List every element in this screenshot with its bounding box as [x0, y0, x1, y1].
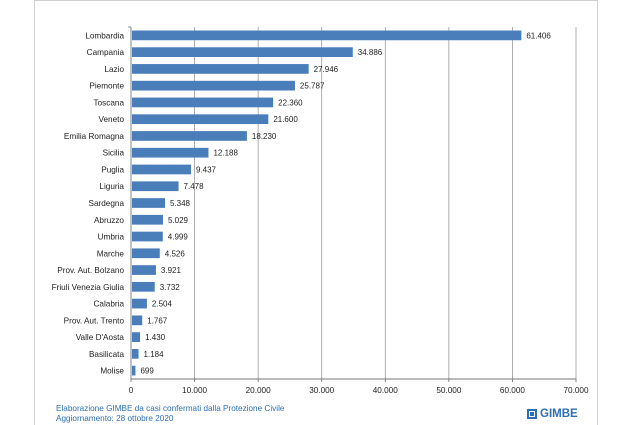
value-label: 9.437: [196, 165, 217, 174]
brand-logo: GIMBE: [527, 408, 578, 420]
value-label: 22.360: [278, 98, 303, 107]
category-label: Prov. Aut. Trento: [64, 316, 125, 325]
bar: [132, 315, 143, 326]
value-label: 699: [140, 367, 154, 376]
bar: [132, 231, 163, 242]
x-tick-label: 40.000: [373, 386, 398, 395]
bar: [132, 114, 269, 125]
brand-name: GIMBE: [540, 408, 578, 420]
chart-frame: [34, 0, 598, 425]
x-tick-label: 0: [129, 386, 134, 395]
bar: [132, 181, 179, 192]
bar: [132, 131, 247, 141]
value-label: 1.767: [147, 316, 168, 325]
x-tick-label: 20.000: [246, 386, 271, 395]
category-label: Puglia: [101, 165, 124, 174]
category-label: Molise: [100, 367, 124, 376]
category-label: Lombardia: [85, 31, 124, 40]
category-label: Lazio: [104, 65, 124, 74]
value-label: 7.478: [184, 182, 205, 191]
bar: [132, 214, 163, 225]
bar: [132, 47, 353, 58]
value-label: 1.430: [145, 333, 166, 342]
bar: [132, 30, 522, 41]
category-label: Marche: [97, 249, 125, 258]
category-label: Campania: [87, 48, 125, 57]
bar: [132, 365, 136, 376]
bar: [132, 348, 139, 359]
bar: [132, 248, 160, 259]
x-tick-label: 10.000: [182, 386, 207, 395]
category-label: Liguria: [99, 182, 124, 191]
category-label: Abruzzo: [94, 216, 124, 225]
category-label: Umbria: [98, 233, 125, 242]
category-label: Sicilia: [103, 149, 125, 158]
bar: [132, 147, 209, 158]
bar: [132, 97, 274, 108]
value-label: 5.348: [170, 199, 191, 208]
category-label: Basilicata: [89, 350, 124, 359]
category-label: Toscana: [94, 98, 125, 107]
value-label: 1.184: [144, 350, 165, 359]
value-label: 5.029: [168, 216, 189, 225]
value-label: 34.886: [358, 48, 383, 57]
x-tick-label: 50.000: [436, 386, 461, 395]
category-label: Friuli Venezia Giulia: [52, 283, 125, 292]
bar: [132, 298, 147, 309]
source-note: Elaborazione GIMBE da casi confermati da…: [56, 404, 285, 413]
update-note: Aggiornamento: 28 ottobre 2020: [56, 414, 174, 423]
category-label: Emilia Romagna: [64, 132, 125, 141]
category-label: Piemonte: [89, 82, 124, 91]
value-label: 12.188: [213, 149, 238, 158]
bar: [132, 281, 155, 292]
category-label: Valle D'Aosta: [76, 333, 125, 342]
bar: [132, 332, 141, 342]
category-label: Sardegna: [88, 199, 124, 208]
value-label: 4.999: [168, 233, 189, 242]
bar: [132, 164, 191, 175]
value-label: 61.406: [526, 31, 551, 40]
category-label: Veneto: [99, 115, 125, 124]
category-label: Prov. Aut. Bolzano: [57, 266, 124, 275]
bar: [132, 265, 156, 275]
value-label: 27.946: [314, 65, 339, 74]
x-tick-label: 60.000: [500, 386, 525, 395]
x-tick-label: 30.000: [309, 386, 334, 395]
value-label: 3.732: [160, 283, 181, 292]
value-label: 3.921: [161, 266, 182, 275]
bar: [132, 64, 309, 74]
value-label: 18.230: [252, 132, 277, 141]
bar: [132, 80, 295, 91]
value-label: 21.600: [273, 115, 298, 124]
bar: [132, 198, 165, 208]
value-label: 2.504: [152, 300, 173, 309]
value-label: 25.787: [300, 82, 325, 91]
category-label: Calabria: [94, 300, 125, 309]
value-label: 4.526: [165, 249, 186, 258]
x-tick-label: 70.000: [563, 386, 588, 395]
gimbe-logo-icon: [527, 409, 537, 419]
